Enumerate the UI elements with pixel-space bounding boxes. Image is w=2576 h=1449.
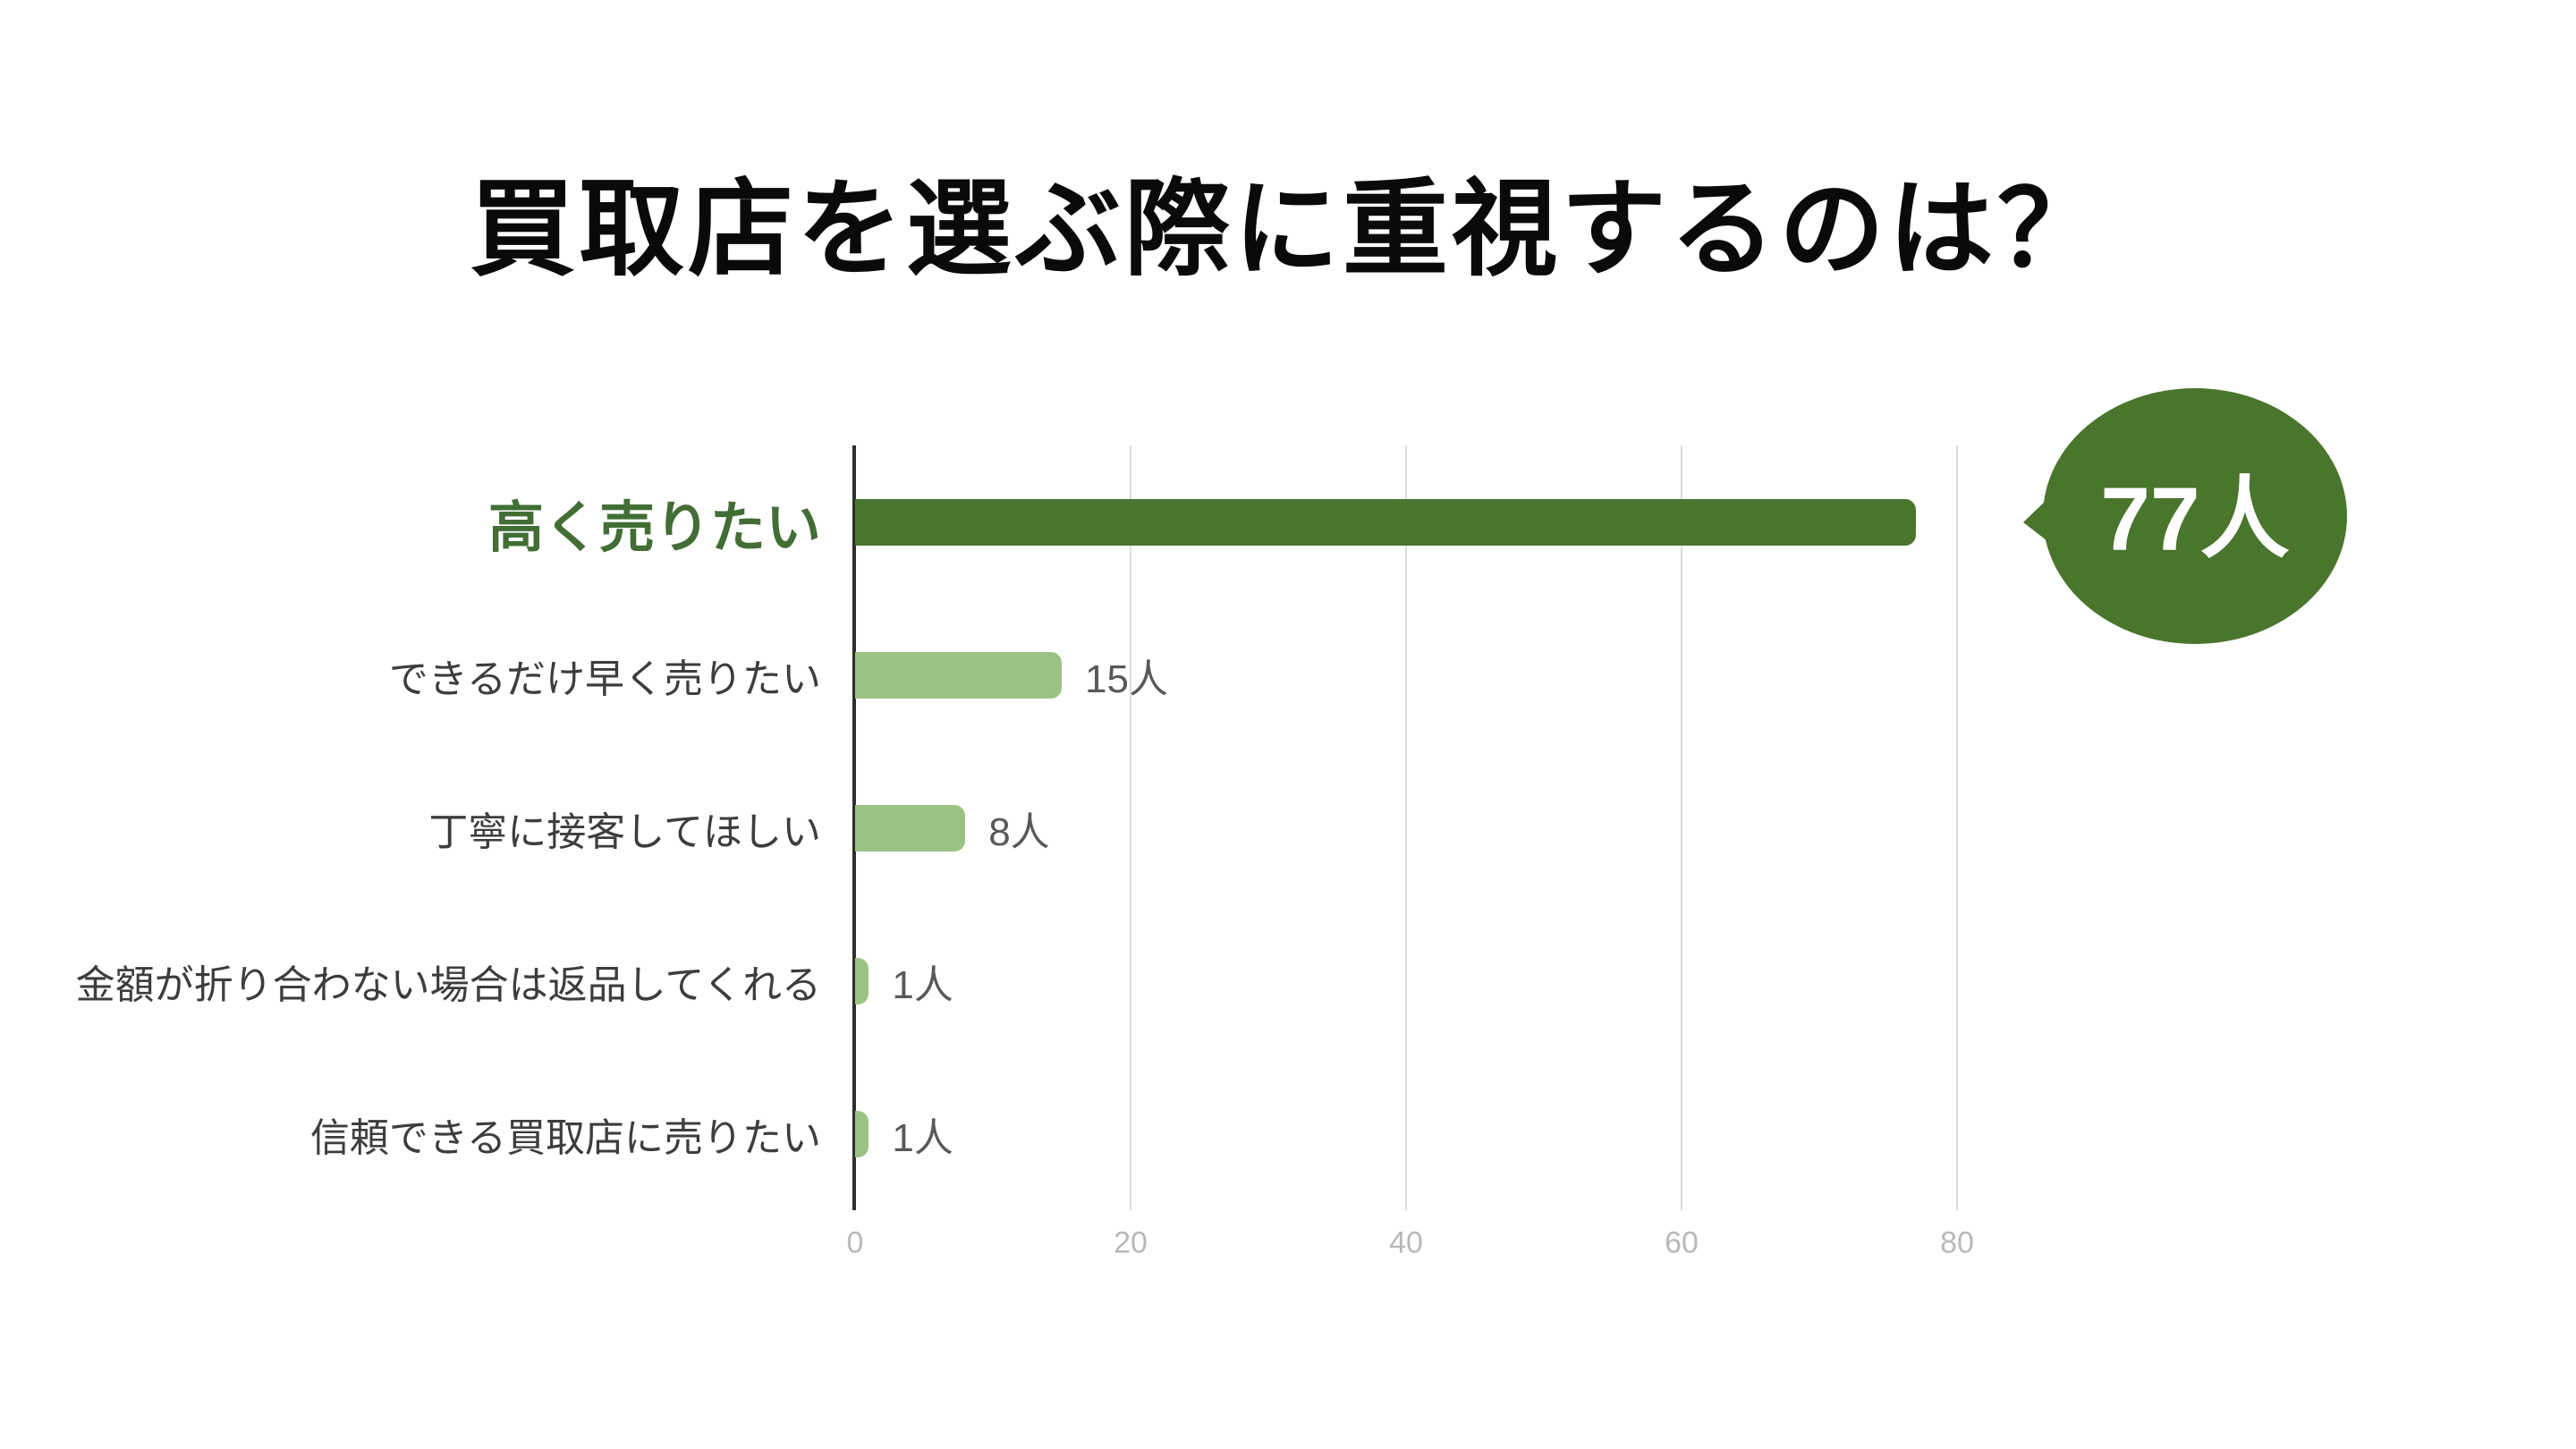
gridline-x-40 [1405,445,1407,1210]
category-label: 高く売りたい [487,496,821,559]
category-label: 丁寧に接客してほしい [428,809,821,854]
bar-highlight [855,498,1916,546]
bar-value-label: 15人 [1085,657,1168,701]
bar-normal [855,957,869,1004]
gridline-x-80 [1956,445,1958,1210]
bar-value-label: 8人 [988,809,1050,854]
speech-bubble-body [2043,388,2347,644]
chart-title: 買取店を選ぶ際に重視するのは？ [469,171,2106,289]
bar-normal [855,1110,869,1157]
category-label: 金額が折り合わない場合は返品してくれる [75,962,821,1007]
gridline-x-60 [1681,445,1682,1210]
bar-normal [855,804,966,852]
x-axis-tick-label: 20 [1114,1225,1148,1260]
speech-bubble [2023,388,2347,644]
x-axis-tick-label: 40 [1389,1225,1423,1260]
callout-value-label: 77人 [2100,469,2290,570]
category-label: できるだけ早く売りたい [388,657,821,701]
x-axis-tick-label: 80 [1940,1225,1974,1260]
bar-normal [855,651,1062,699]
category-label: 信頼できる買取店に売りたい [309,1115,821,1160]
x-axis-tick-label: 60 [1665,1225,1699,1260]
gridline-x-20 [1130,445,1131,1210]
x-axis-tick-label: 0 [846,1225,864,1260]
bar-value-label: 1人 [892,1115,953,1160]
y-axis-baseline [852,445,856,1210]
bar-value-label: 1人 [892,962,953,1007]
speech-bubble-tail [2023,445,2107,588]
